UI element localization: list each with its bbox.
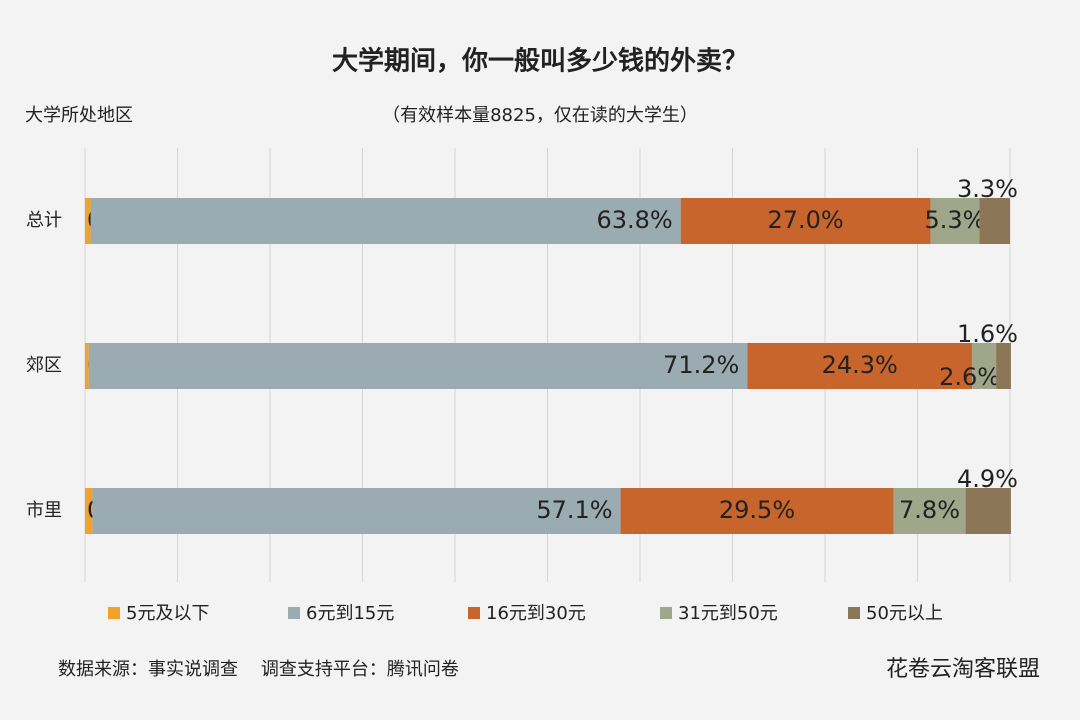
bar-segment [996,343,1011,389]
y-axis-label: 大学所处地区 [25,105,133,126]
data-label: 24.3% [822,351,898,379]
legend-label: 31元到50元 [678,603,778,624]
category-label: 总计 [26,210,62,231]
bar-segment [893,488,966,534]
legend-swatch [288,607,300,619]
bar-segment [92,488,621,534]
bar-segment [85,198,91,244]
bar-segment [85,488,93,534]
bar-segment [972,343,997,389]
category-label: 郊区 [26,355,62,376]
legend-label: 5元及以下 [126,603,209,624]
watermark: 花卷云淘客联盟 [886,657,1040,682]
legend-swatch [848,607,860,619]
bar-segment [747,343,973,389]
legend-label: 6元到15元 [306,603,394,624]
data-label: 4.9% [957,465,1018,493]
legend-label: 50元以上 [866,603,943,624]
data-label: 71.2% [663,351,739,379]
subtitle: （有效样本量8825，仅在读的大学生） [382,105,698,126]
category-label: 市里 [26,500,62,521]
data-label: 57.1% [536,496,612,524]
bar-segment [90,198,681,244]
data-label: 2.6% [939,363,1000,391]
bar-segment [979,198,1010,244]
legend-swatch [468,607,480,619]
data-label: 3.3% [957,175,1018,203]
data-label: 63.8% [596,206,672,234]
data-label: 1.6% [957,320,1018,348]
data-label: 7.8% [899,496,960,524]
bar-segment [85,343,89,389]
bar-segment [680,198,931,244]
bar-segment [620,488,894,534]
data-label: 5.3% [924,206,985,234]
legend-swatch [108,607,120,619]
source: 数据来源：事实说调查 调查支持平台：腾讯问卷 [58,659,459,680]
bar-segment [88,343,748,389]
chart-title: 大学期间，你一般叫多少钱的外卖？ [332,46,748,77]
legend-label: 16元到30元 [486,603,586,624]
legend-swatch [660,607,672,619]
data-label: 27.0% [767,206,843,234]
bar-segment [930,198,980,244]
bar-segment [965,488,1011,534]
data-label: 29.5% [719,496,795,524]
